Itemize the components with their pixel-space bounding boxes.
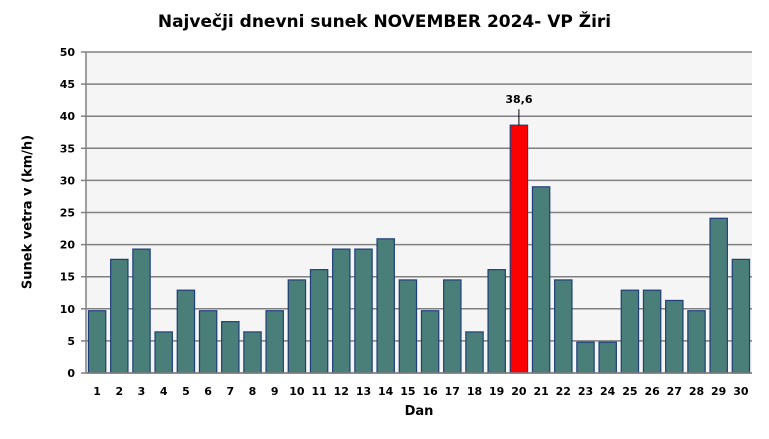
bar <box>132 248 151 374</box>
x-tick-label: 27 <box>667 385 682 398</box>
y-tick-label: 5 <box>67 335 75 348</box>
x-tick-label: 4 <box>160 385 168 398</box>
bar <box>110 258 129 374</box>
x-tick-label: 23 <box>578 385 593 398</box>
x-tick-label: 25 <box>622 385 637 398</box>
bar <box>198 310 218 374</box>
bar <box>332 248 351 374</box>
x-tick-label: 20 <box>511 385 527 398</box>
x-tick-label: 2 <box>115 385 123 398</box>
chart-title: Največji dnevni sunek NOVEMBER 2024- VP … <box>157 12 612 32</box>
bar <box>487 269 506 374</box>
x-tick-label: 11 <box>311 385 326 398</box>
x-tick-label: 12 <box>334 385 349 398</box>
x-tick-label: 29 <box>711 385 726 398</box>
x-tick-label: 18 <box>467 385 482 398</box>
x-tick-label: 30 <box>733 385 749 398</box>
x-tick-label: 24 <box>600 385 616 398</box>
x-tick-label: 26 <box>644 385 660 398</box>
bar <box>709 217 728 374</box>
x-tick-label: 21 <box>533 385 548 398</box>
bar <box>420 310 440 374</box>
bar <box>642 289 662 374</box>
x-tick-label: 19 <box>489 385 504 398</box>
y-tick-label: 45 <box>60 78 75 91</box>
bar <box>443 279 462 374</box>
y-tick-label: 15 <box>60 271 75 284</box>
bar <box>154 331 173 374</box>
bar <box>687 310 706 374</box>
bar <box>665 299 684 374</box>
y-tick-label: 0 <box>67 367 75 380</box>
x-tick-label: 15 <box>400 385 415 398</box>
bar <box>465 331 484 374</box>
x-tick-label: 13 <box>356 385 371 398</box>
x-tick-label: 6 <box>204 385 212 398</box>
bar <box>620 289 640 374</box>
bar <box>554 279 573 374</box>
y-tick-label: 50 <box>60 46 76 59</box>
bar <box>509 124 529 374</box>
bar <box>287 279 307 374</box>
x-tick-label: 17 <box>445 385 460 398</box>
x-tick-label: 16 <box>422 385 438 398</box>
x-tick-label: 3 <box>138 385 146 398</box>
x-tick-label: 28 <box>689 385 704 398</box>
bar <box>598 341 617 374</box>
x-tick-label: 14 <box>378 385 394 398</box>
bar <box>221 321 240 374</box>
x-tick-label: 22 <box>556 385 571 398</box>
bar <box>243 331 262 374</box>
y-tick-label: 30 <box>60 174 76 187</box>
bar <box>176 289 196 374</box>
bar <box>354 248 373 374</box>
bar <box>576 341 595 374</box>
y-tick-label: 35 <box>60 142 75 155</box>
bar <box>265 310 284 374</box>
y-tick-label: 25 <box>60 207 75 220</box>
bar <box>731 258 751 374</box>
data-label: 38,6 <box>505 93 532 106</box>
bar <box>309 269 329 374</box>
bar <box>376 238 395 374</box>
y-tick-label: 10 <box>60 303 76 316</box>
x-tick-label: 9 <box>271 385 279 398</box>
y-tick-label: 20 <box>60 239 76 252</box>
x-axis-label: Dan <box>404 404 434 419</box>
x-tick-label: 5 <box>182 385 190 398</box>
x-tick-label: 8 <box>249 385 257 398</box>
bar <box>531 186 551 374</box>
bar <box>398 279 418 374</box>
x-tick-label: 7 <box>226 385 234 398</box>
x-tick-label: 10 <box>289 385 305 398</box>
x-tick-label: 1 <box>93 385 101 398</box>
y-tick-label: 40 <box>60 110 76 123</box>
bar <box>87 310 107 374</box>
